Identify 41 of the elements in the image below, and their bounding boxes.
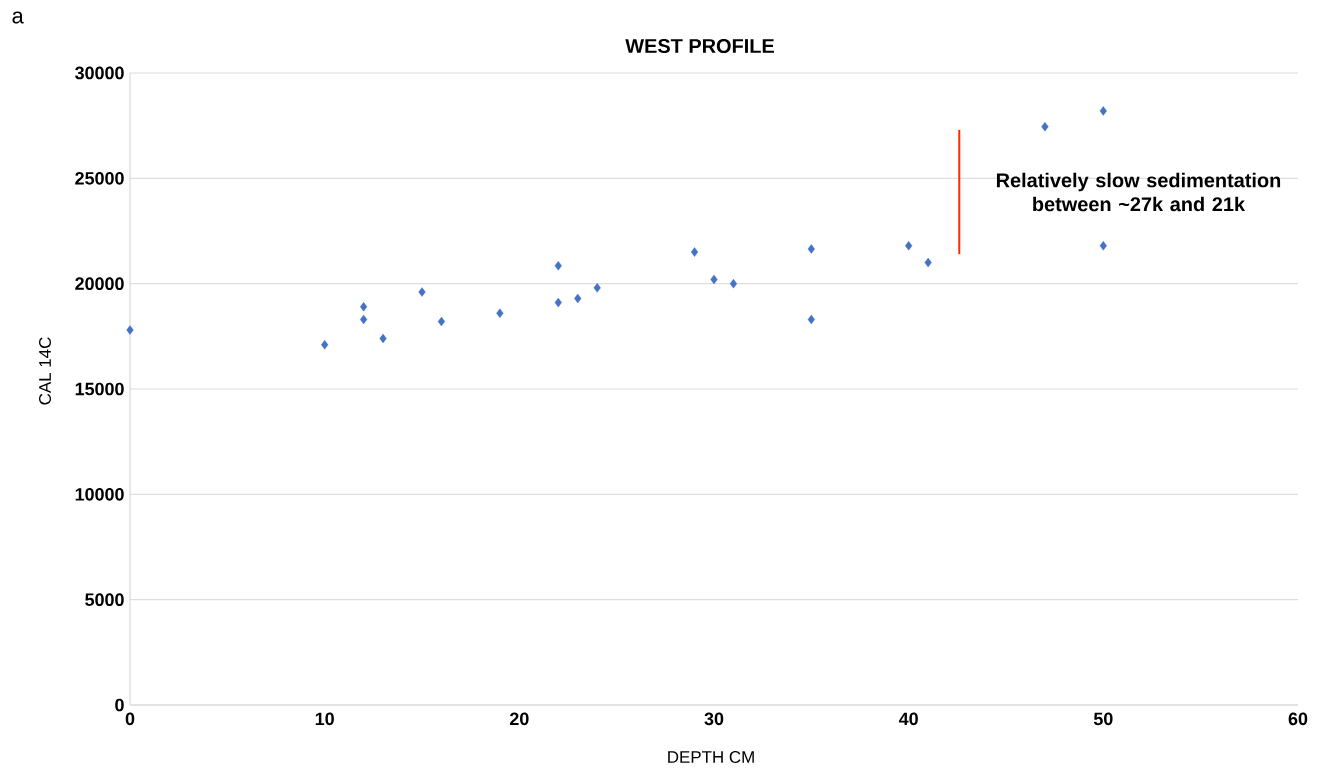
- point: [321, 340, 329, 350]
- point: [1041, 122, 1049, 132]
- point: [554, 261, 562, 271]
- y-tick-label: 10000: [75, 487, 124, 501]
- x-tick-label: 50: [1093, 712, 1113, 726]
- y-tick-label: 0: [115, 698, 124, 712]
- chart-title: WEST PROFILE: [625, 38, 774, 54]
- x-axis-title: DEPTH CM: [668, 751, 754, 763]
- point: [710, 274, 718, 285]
- x-tick-label: 60: [1288, 712, 1308, 726]
- x-tick-label: 10: [315, 712, 334, 726]
- x-tick-label: 0: [125, 712, 135, 726]
- y-tick-label: 25000: [75, 171, 124, 185]
- point: [437, 316, 446, 327]
- point: [554, 297, 562, 308]
- point: [729, 278, 738, 289]
- y-tick-label: 20000: [75, 277, 124, 290]
- point: [574, 293, 582, 304]
- point: [924, 257, 932, 268]
- point: [807, 244, 815, 254]
- x-tick-label: 40: [898, 712, 918, 726]
- point: [126, 325, 134, 335]
- point: [807, 314, 815, 325]
- point: [379, 333, 387, 344]
- y-axis-title: CAL 14C: [39, 337, 51, 405]
- x-tick-label: 20: [509, 712, 529, 726]
- x-tick-label: 30: [704, 712, 724, 726]
- y-tick-label: 30000: [75, 66, 124, 80]
- annotation: Relatively slow sedimentation between ~27k and 21k: [996, 172, 1281, 212]
- point: [905, 241, 913, 251]
- point: [593, 283, 601, 293]
- point: [360, 314, 368, 325]
- point: [690, 247, 699, 257]
- point: [418, 287, 426, 297]
- y-tick-label: 5000: [85, 593, 124, 607]
- y-tick-label: 15000: [75, 382, 124, 396]
- point: [1099, 241, 1107, 251]
- point: [1099, 106, 1107, 116]
- text: a: [12, 11, 24, 24]
- point: [360, 302, 368, 312]
- point: [496, 308, 504, 318]
